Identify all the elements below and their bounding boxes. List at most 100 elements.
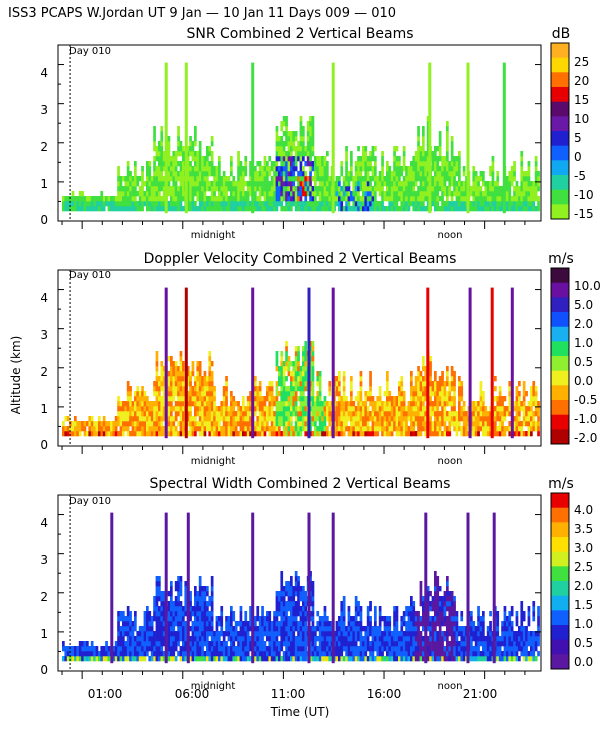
snr-cell (287, 146, 291, 152)
spectral-width-cell (126, 631, 130, 637)
snr-cell (388, 181, 392, 187)
doppler-cell (484, 421, 488, 427)
doppler-cell (275, 351, 279, 357)
spectral-width-cell (314, 646, 317, 652)
snr-cell (388, 171, 392, 177)
snr-cell (206, 156, 209, 162)
doppler-cell (126, 401, 130, 407)
snr-cell (302, 156, 305, 162)
snr-cell (210, 206, 214, 212)
doppler-cell (530, 416, 533, 422)
spectral-width-cell (158, 616, 161, 622)
doppler-cell (299, 406, 303, 412)
spectral-width-cell (285, 591, 288, 597)
spectral-width-cell (203, 626, 207, 632)
spectral-width-cell (153, 656, 156, 662)
snr-cell (263, 206, 267, 212)
doppler-cell (203, 431, 207, 437)
snr-cell (453, 201, 456, 207)
spectral-width-cell (194, 631, 197, 637)
spectral-width-cell (220, 626, 224, 632)
doppler-cell (237, 406, 240, 412)
snr-cell (472, 196, 476, 202)
spectral-width-cell (321, 626, 324, 632)
spectral-width-cell (126, 651, 130, 657)
doppler-cell (446, 371, 449, 377)
doppler-cell (393, 426, 396, 432)
snr-cell (107, 201, 111, 207)
snr-cell (232, 206, 236, 212)
spectral-width-cell (273, 656, 276, 662)
spectral-width-cell (81, 651, 84, 657)
doppler-cell (424, 411, 428, 417)
snr-cell (100, 201, 104, 207)
snr-cell (359, 206, 363, 212)
snr-cell (424, 191, 428, 197)
doppler-cell (525, 391, 528, 397)
spectral-width-cell (134, 616, 137, 622)
doppler-cell (335, 406, 339, 412)
doppler-cell (249, 416, 252, 422)
doppler-cell (527, 406, 531, 412)
snr-cell (179, 166, 183, 172)
snr-cell (482, 191, 485, 197)
doppler-cell (328, 406, 332, 412)
snr-cell (186, 166, 190, 172)
snr-cell (213, 171, 216, 177)
doppler-cell (357, 391, 360, 397)
doppler-cell (242, 396, 245, 402)
snr-title: SNR Combined 2 Vertical Beams (186, 26, 413, 42)
spectral-width-cell (182, 611, 185, 617)
spectral-width-cell (261, 621, 264, 627)
doppler-cell (436, 381, 440, 387)
snr-cell (446, 131, 449, 137)
doppler-cell (263, 431, 267, 437)
snr-cell (275, 181, 279, 187)
snr-cell (426, 126, 430, 132)
snr-cell (292, 156, 296, 162)
doppler-cell (417, 376, 420, 382)
snr-cell (426, 141, 430, 147)
spectral-width-cell (143, 626, 147, 632)
doppler-cell (410, 376, 413, 382)
spectral-width-cell (150, 631, 154, 637)
spectral-width-cell (280, 631, 284, 637)
spectral-width-cell (299, 596, 303, 602)
snr-cell (318, 171, 322, 177)
doppler-cell (400, 391, 404, 397)
doppler-cell (311, 351, 315, 357)
doppler-cell (494, 426, 497, 432)
snr-cell (357, 196, 360, 202)
doppler-cell (177, 366, 180, 372)
doppler-cell (486, 416, 490, 422)
snr-cell (129, 186, 132, 192)
snr-cell (256, 181, 260, 187)
doppler-cell (258, 396, 262, 402)
snr-cell (443, 181, 447, 187)
snr-cell (177, 141, 180, 147)
snr-cell (71, 191, 75, 197)
snr-cell (414, 176, 418, 182)
doppler-cell (479, 411, 483, 417)
snr-cell (299, 126, 303, 132)
snr-cell (422, 201, 425, 207)
spectral-width-cell (268, 641, 272, 647)
doppler-cell (369, 416, 372, 422)
snr-cell (208, 146, 212, 152)
snr-cell (326, 176, 329, 182)
doppler-cell (438, 396, 442, 402)
spectral-width-cell (227, 621, 231, 627)
doppler-cell (174, 371, 178, 377)
doppler-cell (482, 416, 485, 422)
spectral-width-cell (117, 646, 120, 652)
doppler-cell (131, 401, 135, 407)
doppler-cell (160, 401, 164, 407)
doppler-cell (258, 406, 262, 412)
doppler-cell (203, 426, 207, 432)
snr-cell (299, 141, 303, 147)
doppler-cell (407, 411, 411, 417)
snr-cell (239, 196, 243, 202)
spectral-width-cell (136, 656, 140, 662)
snr-cell (434, 181, 437, 187)
snr-cell (450, 151, 454, 157)
